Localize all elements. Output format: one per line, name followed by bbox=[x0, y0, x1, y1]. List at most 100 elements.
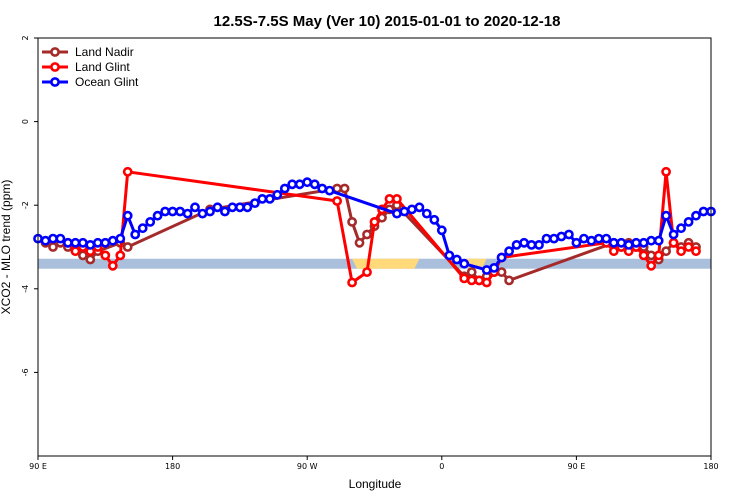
data-point bbox=[631, 237, 642, 248]
data-point bbox=[264, 193, 275, 204]
series-ocean-glint bbox=[33, 177, 716, 275]
data-point bbox=[197, 208, 208, 219]
data-point bbox=[332, 196, 342, 206]
data-point bbox=[474, 275, 485, 286]
data-point bbox=[70, 246, 81, 257]
legend-item-ocean-glint: Ocean Glint bbox=[42, 75, 139, 89]
data-point bbox=[55, 233, 66, 244]
data-point bbox=[115, 233, 126, 244]
data-point bbox=[526, 239, 537, 250]
data-point bbox=[691, 210, 701, 221]
data-point bbox=[646, 260, 657, 271]
data-point bbox=[167, 206, 178, 217]
data-point bbox=[279, 183, 290, 194]
data-point bbox=[175, 206, 185, 217]
data-point bbox=[63, 237, 73, 248]
chart-title: 12.5S-7.5S May (Ver 10) 2015-01-01 to 20… bbox=[214, 13, 561, 30]
data-point bbox=[122, 242, 133, 252]
data-point bbox=[145, 216, 156, 227]
data-point bbox=[504, 246, 514, 257]
data-point bbox=[661, 246, 671, 257]
data-point bbox=[78, 250, 88, 261]
data-point bbox=[496, 267, 507, 277]
y-tick-label: -2 bbox=[21, 201, 30, 209]
y-tick-label: 0 bbox=[21, 119, 30, 124]
data-point bbox=[646, 235, 657, 246]
data-point bbox=[646, 250, 657, 261]
data-point bbox=[601, 233, 612, 244]
data-point bbox=[242, 202, 253, 213]
data-point bbox=[638, 250, 649, 261]
data-point bbox=[212, 202, 223, 213]
data-point bbox=[257, 193, 268, 204]
data-point bbox=[496, 252, 507, 263]
data-point bbox=[272, 189, 283, 200]
data-point bbox=[339, 183, 350, 194]
data-point bbox=[676, 246, 686, 257]
data-point bbox=[399, 206, 410, 217]
data-point bbox=[451, 254, 462, 265]
data-point bbox=[294, 179, 305, 190]
data-point bbox=[541, 233, 552, 244]
data-point bbox=[85, 254, 96, 265]
data-point bbox=[429, 214, 440, 225]
data-point bbox=[593, 233, 604, 244]
legend-item-land-glint: Land Glint bbox=[42, 60, 130, 74]
data-point bbox=[489, 262, 499, 273]
data-point bbox=[347, 277, 357, 288]
legend-item-land-nadir: Land Nadir bbox=[42, 45, 134, 59]
plot-frame bbox=[37, 37, 712, 457]
data-point bbox=[324, 185, 335, 196]
data-point bbox=[152, 210, 163, 221]
data-point bbox=[160, 206, 170, 217]
data-point bbox=[459, 273, 470, 284]
data-point bbox=[70, 237, 81, 248]
y-tick-label: -6 bbox=[21, 368, 30, 376]
legend-marker bbox=[50, 77, 60, 87]
data-point bbox=[130, 229, 141, 240]
data-point bbox=[661, 210, 671, 221]
data-point bbox=[190, 202, 200, 213]
data-point bbox=[347, 216, 357, 227]
data-point bbox=[608, 246, 619, 257]
x-tick-label: 90 W bbox=[297, 462, 318, 471]
data-point bbox=[683, 216, 694, 227]
data-point bbox=[466, 267, 477, 277]
data-point bbox=[653, 250, 664, 261]
data-point bbox=[436, 225, 447, 236]
data-point bbox=[391, 208, 402, 219]
x-tick-label: 90 E bbox=[568, 462, 586, 471]
y-tick-label: 2 bbox=[21, 35, 30, 40]
y-axis-label: XCO2 - MLO trend (ppm) bbox=[0, 180, 13, 315]
data-point bbox=[511, 239, 522, 250]
x-tick-label: 90 E bbox=[29, 462, 47, 471]
data-point bbox=[234, 202, 245, 213]
data-point bbox=[638, 237, 649, 248]
data-point bbox=[534, 239, 544, 250]
data-point bbox=[219, 206, 230, 217]
data-point bbox=[309, 179, 320, 190]
x-axis: 90 E 180 90 W 0 90 E 180 bbox=[29, 456, 719, 471]
data-point bbox=[579, 233, 589, 244]
data-point bbox=[182, 208, 193, 219]
data-point bbox=[556, 231, 567, 242]
data-point bbox=[691, 246, 701, 257]
data-point bbox=[668, 237, 679, 248]
data-point bbox=[100, 237, 111, 248]
data-point bbox=[92, 237, 103, 248]
data-point bbox=[122, 210, 133, 221]
legend-label: Ocean Glint bbox=[75, 75, 139, 89]
data-point bbox=[107, 260, 118, 271]
data-point bbox=[414, 202, 425, 213]
data-point bbox=[571, 237, 582, 248]
data-point bbox=[676, 223, 686, 234]
x-axis-label: Longitude bbox=[349, 477, 402, 491]
y-tick-label: -4 bbox=[21, 285, 30, 293]
data-point bbox=[107, 235, 118, 246]
data-point bbox=[564, 229, 574, 240]
landmask-band bbox=[38, 258, 711, 269]
y-axis: 2 0 -2 -4 -6 bbox=[21, 35, 38, 376]
data-point bbox=[668, 229, 679, 240]
data-point bbox=[287, 179, 298, 190]
